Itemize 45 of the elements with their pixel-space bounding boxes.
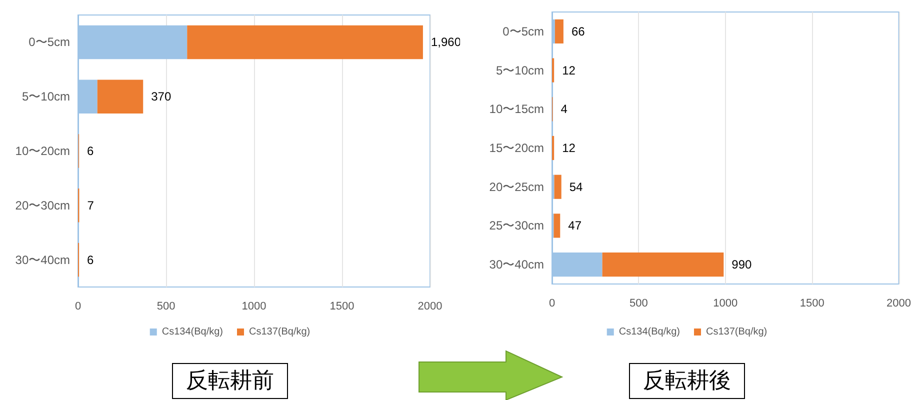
bar <box>187 25 423 60</box>
total-label: 66 <box>571 24 586 38</box>
x-tick-label: 0 <box>548 298 556 310</box>
total-label: 6 <box>87 144 94 158</box>
x-tick-label: 0 <box>74 300 82 312</box>
y-tick-label: 20〜30cm <box>15 198 70 212</box>
total-label: 54 <box>569 180 584 194</box>
total-label: 12 <box>562 63 576 78</box>
bar <box>554 19 564 44</box>
total-label: 370 <box>151 90 172 104</box>
y-tick-label: 15〜20cm <box>489 141 544 155</box>
x-tick-label: 1000 <box>242 300 266 312</box>
x-tick-label: 1000 <box>713 298 738 310</box>
y-tick-label: 10〜20cm <box>15 144 70 158</box>
total-label: 4 <box>560 102 568 116</box>
x-tick-label: 500 <box>156 300 176 312</box>
legend-label: Cs134(Bq/kg) <box>162 326 224 338</box>
x-tick-label: 2000 <box>418 300 442 312</box>
y-tick-label: 10〜15cm <box>489 102 544 116</box>
y-tick-label: 20〜25cm <box>489 180 544 194</box>
total-label: 7 <box>87 198 94 212</box>
bar <box>554 214 560 238</box>
legend-label: Cs137(Bq/kg) <box>706 326 768 338</box>
total-label: 6 <box>87 252 94 267</box>
y-tick-label: 25〜30cm <box>489 218 544 233</box>
legend-label: Cs134(Bq/kg) <box>618 326 680 338</box>
y-tick-label: 5〜10cm <box>22 90 70 104</box>
bar <box>97 80 144 114</box>
text: 反転耕後 <box>643 368 731 392</box>
x-tick-label: 2000 <box>886 298 912 310</box>
y-tick-label: 30〜40cm <box>489 258 544 272</box>
legend-label: Cs137(Bq/kg) <box>249 326 310 338</box>
total-label: 990 <box>732 258 752 272</box>
bar <box>602 252 724 277</box>
x-tick-label: 500 <box>630 298 648 310</box>
y-tick-label: 0〜5cm <box>28 35 70 50</box>
total-label: 47 <box>568 218 582 233</box>
text: 反転耕前 <box>186 368 274 392</box>
bar <box>554 174 562 199</box>
x-tick-label: 1500 <box>330 300 354 312</box>
y-tick-label: 0〜5cm <box>502 24 544 38</box>
x-tick-label: 1500 <box>800 298 824 310</box>
y-tick-label: 30〜40cm <box>15 252 70 267</box>
total-label: 12 <box>562 141 576 155</box>
y-tick-label: 5〜10cm <box>496 63 544 78</box>
